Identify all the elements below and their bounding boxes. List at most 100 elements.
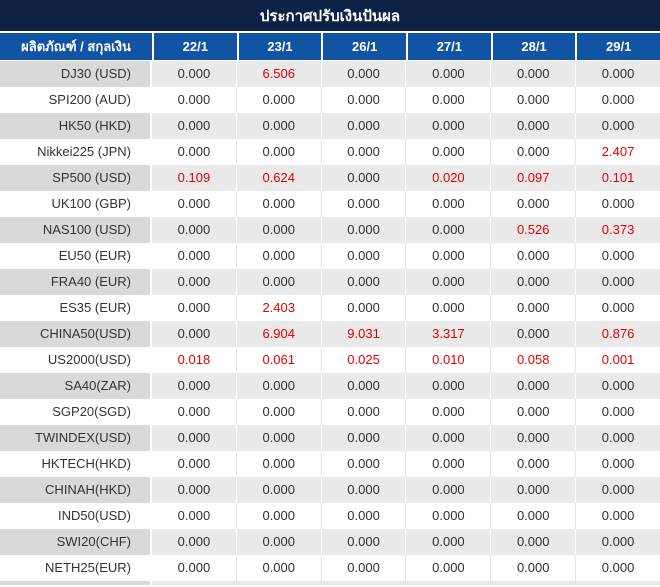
product-cell: HKTECH(HKD) bbox=[0, 451, 152, 477]
product-cell: US2000(USD) bbox=[0, 347, 152, 373]
value-cell: 0.000 bbox=[321, 295, 407, 321]
value-cell: 0.000 bbox=[491, 425, 577, 451]
value-cell: 6.904 bbox=[236, 321, 322, 347]
bottom-partial-values-cell bbox=[152, 581, 660, 585]
value-cell: 0.000 bbox=[152, 555, 237, 581]
value-cell: 0.000 bbox=[491, 529, 577, 555]
page-title: ประกาศปรับเงินปันผล bbox=[259, 7, 401, 25]
table-body: DJ30 (USD) 0.000 6.506 0.000 0.000 0.000 0.000… bbox=[0, 61, 660, 581]
value-cell: 0.000 bbox=[576, 269, 660, 295]
value-cell: 0.000 bbox=[152, 477, 237, 503]
value-cell: 0.000 bbox=[321, 165, 407, 191]
value-cell: 0.000 bbox=[152, 503, 237, 529]
value-cell: 0.000 bbox=[321, 555, 407, 581]
table-row: SA40(ZAR) 0.000 0.000 0.000 0.000 0.000 0.000 bbox=[0, 373, 660, 399]
table-row: CHINAH(HKD) 0.000 0.000 0.000 0.000 0.000 0.00… bbox=[0, 477, 660, 503]
value-cell: 0.000 bbox=[406, 243, 492, 269]
value-cell: 0.000 bbox=[406, 113, 492, 139]
value-cell: 0.000 bbox=[236, 191, 322, 217]
value-cell: 0.000 bbox=[236, 503, 322, 529]
value-cell: 0.000 bbox=[406, 373, 492, 399]
value-cell: 0.000 bbox=[576, 191, 660, 217]
date-column-header: 29/1 bbox=[575, 33, 660, 60]
value-cell: 0.000 bbox=[321, 269, 407, 295]
value-cell: 0.000 bbox=[236, 217, 322, 243]
value-cell: 0.526 bbox=[491, 217, 577, 243]
table-row: IND50(USD) 0.000 0.000 0.000 0.000 0.000 0.000 bbox=[0, 503, 660, 529]
value-cell: 0.101 bbox=[576, 165, 660, 191]
date-column-header: 28/1 bbox=[490, 33, 576, 60]
value-cell: 0.000 bbox=[576, 477, 660, 503]
value-cell: 9.031 bbox=[321, 321, 407, 347]
value-cell: 0.000 bbox=[152, 243, 237, 269]
value-cell: 0.010 bbox=[406, 347, 492, 373]
table-row: CHINA50(USD) 0.000 6.904 9.031 3.317 0.000 0.8… bbox=[0, 321, 660, 347]
value-cell: 0.109 bbox=[152, 165, 237, 191]
value-cell: 0.000 bbox=[152, 139, 237, 165]
value-cell: 0.000 bbox=[406, 451, 492, 477]
table-row: NETH25(EUR) 0.000 0.000 0.000 0.000 0.000 0.00… bbox=[0, 555, 660, 581]
value-cell: 0.000 bbox=[491, 61, 577, 87]
value-cell: 0.000 bbox=[491, 555, 577, 581]
value-cell: 0.000 bbox=[576, 555, 660, 581]
value-cell: 0.000 bbox=[152, 399, 237, 425]
value-cell: 0.000 bbox=[152, 451, 237, 477]
value-cell: 0.000 bbox=[406, 529, 492, 555]
value-cell: 0.000 bbox=[491, 139, 577, 165]
date-column-header: 27/1 bbox=[406, 33, 491, 60]
value-cell: 0.000 bbox=[406, 139, 492, 165]
value-cell: 0.000 bbox=[236, 529, 322, 555]
product-cell: SPI200 (AUD) bbox=[0, 87, 152, 113]
value-cell: 0.000 bbox=[236, 139, 322, 165]
value-cell: 0.000 bbox=[152, 191, 237, 217]
table-row: SPI200 (AUD) 0.000 0.000 0.000 0.000 0.000 0.0… bbox=[0, 87, 660, 113]
value-cell: 0.876 bbox=[576, 321, 660, 347]
product-cell: ES35 (EUR) bbox=[0, 295, 152, 321]
table-row: UK100 (GBP) 0.000 0.000 0.000 0.000 0.000 0.00… bbox=[0, 191, 660, 217]
value-cell: 0.000 bbox=[576, 61, 660, 87]
value-cell: 0.000 bbox=[491, 191, 577, 217]
value-cell: 0.000 bbox=[406, 477, 492, 503]
value-cell: 0.000 bbox=[236, 477, 322, 503]
product-cell: CHINA50(USD) bbox=[0, 321, 152, 347]
value-cell: 0.000 bbox=[152, 529, 237, 555]
value-cell: 0.000 bbox=[152, 373, 237, 399]
value-cell: 0.000 bbox=[321, 477, 407, 503]
table-row: US2000(USD) 0.018 0.061 0.025 0.010 0.058 0.00… bbox=[0, 347, 660, 373]
value-cell: 6.506 bbox=[236, 61, 322, 87]
value-cell: 0.000 bbox=[321, 373, 407, 399]
table-row: HKTECH(HKD) 0.000 0.000 0.000 0.000 0.000 0.00… bbox=[0, 451, 660, 477]
date-column-header: 26/1 bbox=[321, 33, 407, 60]
value-cell: 0.373 bbox=[576, 217, 660, 243]
product-cell: SWI20(CHF) bbox=[0, 529, 152, 555]
value-cell: 0.000 bbox=[152, 321, 237, 347]
product-cell: UK100 (GBP) bbox=[0, 191, 152, 217]
table-row: SGP20(SGD) 0.000 0.000 0.000 0.000 0.000 0.000 bbox=[0, 399, 660, 425]
value-cell: 0.000 bbox=[321, 87, 407, 113]
value-cell: 0.000 bbox=[491, 399, 577, 425]
value-cell: 0.000 bbox=[236, 399, 322, 425]
value-cell: 0.000 bbox=[576, 373, 660, 399]
table-row: DJ30 (USD) 0.000 6.506 0.000 0.000 0.000 0.000 bbox=[0, 61, 660, 87]
value-cell: 0.000 bbox=[491, 373, 577, 399]
value-cell: 0.000 bbox=[576, 503, 660, 529]
product-cell: TWINDEX(USD) bbox=[0, 425, 152, 451]
value-cell: 0.000 bbox=[491, 503, 577, 529]
value-cell: 0.000 bbox=[152, 425, 237, 451]
value-cell: 0.624 bbox=[236, 165, 322, 191]
table-row: SP500 (USD) 0.109 0.624 0.000 0.020 0.097 0.10… bbox=[0, 165, 660, 191]
title-bar: ประกาศปรับเงินปันผล bbox=[0, 0, 660, 33]
value-cell: 0.000 bbox=[321, 243, 407, 269]
value-cell: 0.000 bbox=[236, 113, 322, 139]
value-cell: 0.000 bbox=[321, 451, 407, 477]
value-cell: 0.001 bbox=[576, 347, 660, 373]
value-cell: 0.000 bbox=[406, 399, 492, 425]
product-column-header: ผลิตภัณฑ์ / สกุลเงิน bbox=[0, 33, 152, 60]
value-cell: 0.000 bbox=[236, 451, 322, 477]
value-cell: 0.000 bbox=[321, 503, 407, 529]
value-cell: 0.000 bbox=[321, 61, 407, 87]
date-column-header: 23/1 bbox=[236, 33, 322, 60]
value-cell: 0.000 bbox=[236, 373, 322, 399]
value-cell: 0.000 bbox=[236, 425, 322, 451]
